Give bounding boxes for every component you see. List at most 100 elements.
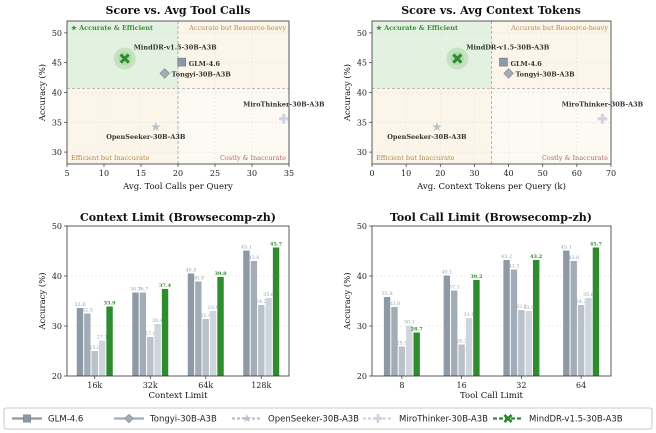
legend-star-icon xyxy=(242,414,252,423)
bar-tongyi-30b-a3b xyxy=(510,269,518,376)
bar-tongyi-30b-a3b xyxy=(84,313,91,376)
bar-value-label: 27.8 xyxy=(145,331,156,337)
chart-title: Context Limit (Browsecomp-zh) xyxy=(80,211,276,224)
x-tick-label: 32 xyxy=(516,381,526,390)
bar-value-label: 33.8 xyxy=(389,301,400,307)
quadrant-label-bottom-left: Efficient but Inaccurate xyxy=(71,154,150,162)
y-axis-label: Accuracy (%) xyxy=(342,272,353,330)
x-axis-label: Tool Call Limit xyxy=(460,391,524,401)
bar-tongyi-30b-a3b xyxy=(451,290,458,376)
quadrant-resource-heavy xyxy=(178,21,289,89)
y-tick-label: 50 xyxy=(357,29,367,38)
point-plus-marker-shape xyxy=(279,113,289,124)
x-tick-label: 10 xyxy=(401,169,411,178)
x-tick-label: 30 xyxy=(247,169,257,178)
bar-openseeker-30b-a3b xyxy=(398,346,406,376)
legend-label: MindDR-v1.5-30B-A3B xyxy=(529,415,623,425)
quadrant-label-bottom-left: Efficient but Inaccurate xyxy=(376,154,455,162)
legend-item-5: MindDR-v1.5-30B-A3B xyxy=(493,413,623,425)
bar-value-label: 34.2 xyxy=(576,299,587,305)
bar-minddr-v1-5-30b-a3b xyxy=(473,280,480,376)
bar-value-label: 45.7 xyxy=(590,242,603,248)
legend-label: MiroThinker-30B-A3B xyxy=(399,415,488,425)
x-tick-label: 60 xyxy=(572,169,582,178)
x-tick-label: 70 xyxy=(606,169,616,178)
bar-minddr-v1-5-30b-a3b xyxy=(161,289,169,376)
bar-minddr-v1-5-30b-a3b xyxy=(413,332,420,376)
point-diamond-marker-shape xyxy=(503,68,514,79)
bar-value-label: 26.3 xyxy=(456,339,467,345)
y-tick-label: 20 xyxy=(357,372,367,381)
bar-mirothinker-30b-a3b xyxy=(465,318,473,376)
bar-mirothinker-30b-a3b xyxy=(98,340,106,376)
y-tick-label: 45 xyxy=(52,59,62,68)
bar-value-label: 39.8 xyxy=(214,271,227,277)
bar-value-label: 31.6 xyxy=(463,312,474,318)
quadrant-costly-inaccurate xyxy=(178,88,289,164)
quadrant-efficient-inaccurate xyxy=(67,88,178,164)
x-axis-label: Context Limit xyxy=(148,391,208,401)
point-plus-marker xyxy=(279,113,289,124)
bar-mirothinker-30b-a3b xyxy=(265,298,272,376)
bar-mirothinker-30b-a3b xyxy=(406,325,413,376)
bar-mirothinker-30b-a3b xyxy=(585,298,592,376)
bar-value-label: 43.2 xyxy=(501,254,512,260)
bar-glm-4-6 xyxy=(383,297,391,376)
bar-mirothinker-30b-a3b xyxy=(209,311,217,376)
bar-value-label: 38.9 xyxy=(193,276,204,282)
bar-glm-4-6 xyxy=(563,250,570,376)
y-tick-label: 30 xyxy=(52,322,62,331)
y-tick-label: 50 xyxy=(52,222,62,231)
legend-label: GLM-4.6 xyxy=(48,415,83,425)
point-label: MindDR-v1.5-30B-A3B xyxy=(134,44,217,52)
point-label: MindDR-v1.5-30B-A3B xyxy=(466,44,549,52)
quadrant-resource-heavy xyxy=(491,21,611,89)
legend-square-icon-shape xyxy=(23,414,31,423)
bar-minddr-v1-5-30b-a3b xyxy=(532,260,540,376)
bar-openseeker-30b-a3b xyxy=(458,344,465,376)
point-square-marker xyxy=(499,57,508,67)
bar-glm-4-6 xyxy=(503,260,510,376)
legend-plus-icon-shape xyxy=(373,414,383,423)
chart-title: Score vs. Avg Context Tokens xyxy=(401,4,581,17)
point-label: GLM-4.6 xyxy=(189,60,221,68)
bar-value-label: 28.7 xyxy=(411,327,424,333)
x-tick-label: 15 xyxy=(136,169,146,178)
point-diamond-marker xyxy=(159,68,170,79)
bar-value-label: 35.6 xyxy=(583,292,594,298)
bar-glm-4-6 xyxy=(187,273,195,376)
bar-value-label: 43.0 xyxy=(568,255,579,261)
point-diamond-marker xyxy=(503,68,514,79)
bar-value-label: 45.1 xyxy=(241,245,252,251)
y-tick-label: 20 xyxy=(52,372,62,381)
bar-panel-1: 20 30 40 50 33.632.5 25.0 27.1 33.9 16k 36.736.7 2… xyxy=(37,211,290,401)
point-diamond-marker-shape xyxy=(159,68,170,79)
y-axis-label: Accuracy (%) xyxy=(37,272,48,330)
bar-value-label: 30.4 xyxy=(152,318,163,324)
bar-value-label: 33.9 xyxy=(103,301,116,307)
bar-value-label: 45.1 xyxy=(561,245,572,251)
bar-glm-4-6 xyxy=(132,292,139,376)
bar-mirothinker-30b-a3b xyxy=(154,324,161,376)
point-label: OpenSeeker-30B-A3B xyxy=(106,133,186,141)
legend-diamond-icon xyxy=(124,413,134,424)
legend-square-icon xyxy=(23,414,31,423)
chart-title: Tool Call Limit (Browsecomp-zh) xyxy=(390,211,592,224)
y-tick-label: 35 xyxy=(52,118,62,127)
quadrant-label-bottom-right: Costly & Inaccurate xyxy=(542,154,608,162)
bar-tongyi-30b-a3b xyxy=(391,307,398,376)
bar-value-label: 33.0 xyxy=(523,305,534,311)
bar-panel-2: 20 30 40 50 35.8 33.8 25.9 30.128.7 8 40.1 37.1 26.… xyxy=(342,211,612,401)
y-tick-label: 40 xyxy=(52,272,62,281)
x-tick-label: 25 xyxy=(210,169,220,178)
quadrant-label-top-left: ★ Accurate & Efficient xyxy=(376,24,458,32)
point-star-marker xyxy=(432,122,442,132)
y-axis-label: Accuracy (%) xyxy=(342,64,353,122)
bar-value-label: 36.7 xyxy=(130,287,141,293)
y-tick-label: 50 xyxy=(357,222,367,231)
y-tick-label: 30 xyxy=(357,148,367,157)
x-tick-label: 5 xyxy=(64,169,69,178)
y-tick-label: 40 xyxy=(52,89,62,98)
point-plus-marker xyxy=(597,113,608,124)
